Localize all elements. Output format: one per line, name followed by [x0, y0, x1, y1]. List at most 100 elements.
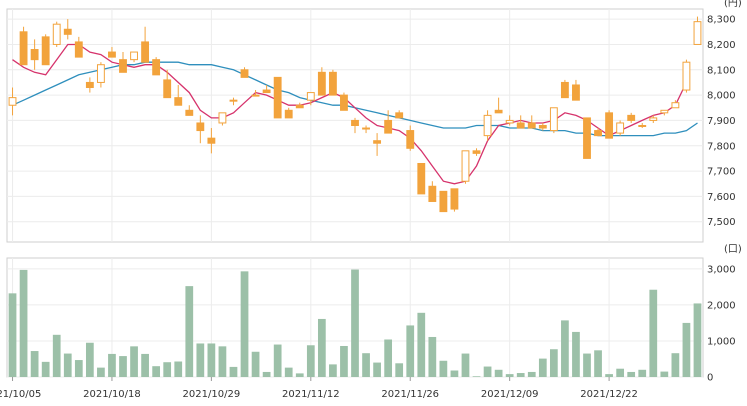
candle-up: [671, 102, 680, 109]
volume-bar: [362, 353, 370, 377]
volume-unit-label: (口): [724, 244, 742, 255]
price-axis: 7,500 7,600 7,700 7,800 7,900 8,000 8,100 8,200…: [707, 0, 742, 228]
volume-bar: [295, 373, 304, 377]
candle-up: [8, 97, 17, 106]
volume-bar: [428, 336, 437, 377]
candle-down: [163, 79, 172, 99]
candle-down: [406, 130, 415, 149]
volume-bar: [74, 360, 83, 377]
volume-bar: [583, 353, 591, 377]
candle-down: [373, 140, 382, 144]
volume-bar: [395, 363, 404, 377]
candle-down: [384, 119, 393, 134]
volume-bar: [306, 345, 315, 377]
candle-down: [538, 125, 547, 129]
volume-tick-label: 2,000: [707, 300, 736, 311]
volume-tick-label: 0: [707, 373, 713, 384]
candle-down: [30, 49, 39, 61]
candle-up: [362, 127, 370, 130]
price-tick-label: 7,800: [707, 141, 736, 152]
candle-down: [273, 76, 282, 119]
candle-down: [119, 59, 127, 73]
volume-bar: [284, 367, 293, 377]
volume-bar: [682, 322, 691, 377]
candle-down: [417, 162, 426, 195]
volume-bar: [196, 343, 205, 377]
volume-bar: [329, 364, 337, 377]
price-unit-label: (円): [724, 0, 742, 9]
volume-bar: [262, 371, 271, 377]
candle-down: [174, 97, 183, 106]
candlesticks: [8, 16, 702, 213]
volume-bar: [218, 346, 227, 377]
price-tick-label: 7,900: [707, 116, 736, 127]
volume-bar: [572, 331, 580, 377]
candle-down: [494, 109, 503, 114]
volume-bar: [108, 353, 116, 377]
volume-bar: [351, 269, 359, 377]
volume-bar: [384, 339, 393, 377]
candle-up: [693, 21, 702, 45]
volume-bar: [119, 356, 127, 377]
volume-bar: [30, 351, 39, 377]
price-tick-label: 8,200: [707, 40, 736, 51]
date-tick-label: 2021/10/18: [83, 389, 141, 400]
candle-up: [505, 119, 514, 124]
candle-down: [560, 81, 569, 99]
candle-down: [572, 84, 580, 101]
candle-down: [317, 71, 326, 96]
volume-bar: [207, 343, 216, 377]
candle-down: [428, 185, 437, 202]
candle-up: [660, 109, 669, 114]
date-tick-label: 2021/11/12: [282, 389, 340, 400]
volume-bar: [406, 325, 415, 377]
candle-down: [527, 122, 536, 129]
volume-bar: [461, 353, 470, 377]
volume-bar: [516, 373, 525, 377]
volume-bar: [605, 374, 613, 377]
volume-bar: [174, 361, 183, 377]
volume-bar: [273, 344, 282, 377]
candle-down: [284, 109, 293, 119]
volume-tick-label: 3,000: [707, 264, 736, 275]
date-tick-label: 2021/10/29: [183, 389, 241, 400]
candle-up: [96, 64, 105, 83]
candle-up: [229, 99, 238, 102]
volume-bar: [152, 366, 161, 377]
price-tick-label: 8,000: [707, 91, 736, 102]
volume-bar: [52, 334, 61, 377]
candle-down: [207, 137, 216, 144]
volume-bar: [671, 353, 680, 377]
price-tick-label: 7,700: [707, 167, 736, 178]
candle-down: [41, 36, 50, 66]
candle-down: [351, 119, 359, 127]
candle-down: [328, 71, 337, 96]
volume-bar: [97, 367, 105, 377]
candle-down: [141, 41, 150, 63]
candle-up: [682, 61, 691, 91]
volume-bar: [494, 369, 503, 377]
volume-bar: [240, 271, 249, 377]
volume-bar: [41, 361, 50, 377]
volume-bar: [472, 376, 481, 377]
candle-down: [185, 109, 194, 116]
candle-up: [52, 23, 61, 45]
candle-down: [74, 41, 83, 58]
candle-down: [19, 31, 28, 66]
volume-bar: [483, 366, 492, 377]
volume-bar: [163, 362, 172, 377]
candle-up: [549, 107, 558, 132]
candle-up: [218, 112, 227, 124]
volume-bar: [538, 358, 547, 377]
candle-down: [240, 69, 249, 78]
price-tick-label: 7,600: [707, 192, 736, 203]
candle-up: [638, 125, 647, 127]
candle-down: [152, 59, 161, 76]
volume-bars: [8, 269, 702, 377]
volume-bar: [439, 360, 448, 377]
volume-bar: [185, 286, 194, 377]
volume-bar: [63, 353, 72, 377]
volume-bar: [527, 371, 536, 377]
